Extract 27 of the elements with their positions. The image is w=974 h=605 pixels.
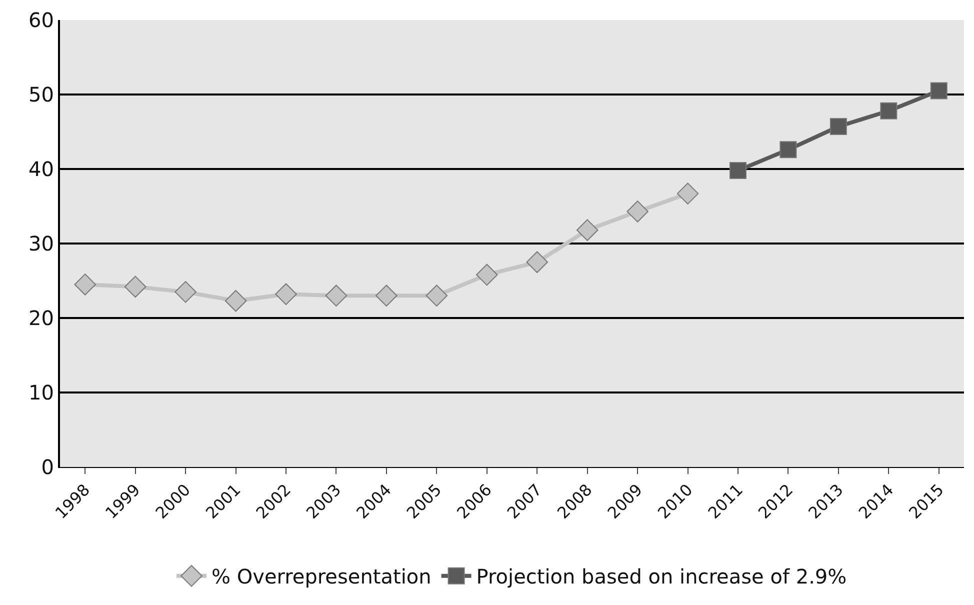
point xyxy=(780,141,797,158)
point xyxy=(174,281,196,303)
y-tick-label: 10 xyxy=(28,380,54,404)
y-tick-label: 0 xyxy=(41,455,54,479)
point xyxy=(74,274,96,296)
y-tick-label: 40 xyxy=(28,157,54,181)
point xyxy=(730,162,746,179)
point xyxy=(325,284,348,307)
legend-label: Projection based on increase of 2.9% xyxy=(476,564,847,589)
point xyxy=(526,251,548,274)
point xyxy=(830,118,847,136)
point xyxy=(626,200,648,222)
point xyxy=(930,82,948,100)
y-tick-label: 60 xyxy=(28,8,54,32)
point xyxy=(124,276,146,298)
point xyxy=(275,283,297,306)
point xyxy=(376,284,398,307)
point xyxy=(676,182,699,204)
y-tick-label: 30 xyxy=(28,232,54,256)
y-tick-label: 20 xyxy=(28,306,54,330)
point xyxy=(426,284,448,307)
legend-label: % Overrepresentation xyxy=(212,564,432,589)
point xyxy=(880,102,898,120)
point xyxy=(476,264,498,286)
y-tick-label: 50 xyxy=(28,82,54,106)
point xyxy=(576,219,598,241)
point xyxy=(224,290,247,312)
